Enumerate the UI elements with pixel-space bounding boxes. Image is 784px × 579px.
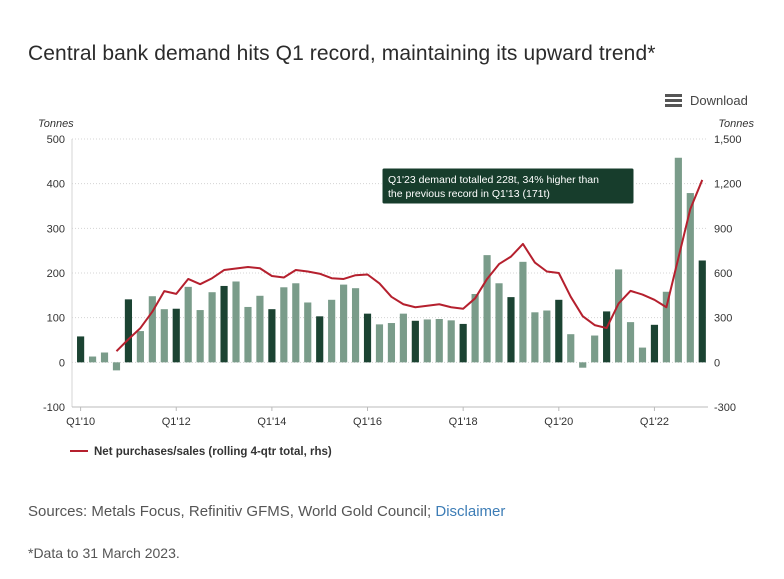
rolling-total-line: [115, 179, 704, 352]
bar: [423, 319, 431, 363]
bar: [292, 283, 300, 363]
bar: [148, 296, 156, 363]
bar: [435, 319, 443, 363]
bar: [256, 295, 264, 363]
menu-icon: [665, 92, 682, 109]
y-tick-left: -100: [43, 402, 65, 414]
bar: [591, 335, 599, 363]
y-tick-left: 100: [47, 313, 65, 325]
bar: [650, 324, 659, 363]
download-button[interactable]: Download: [665, 92, 748, 109]
bar: [567, 334, 575, 363]
y-tick-left: 200: [47, 268, 65, 280]
x-tick-label: Q1'18: [449, 416, 478, 428]
x-tick-label: Q1'16: [353, 416, 382, 428]
y-tick-right: -300: [714, 402, 736, 414]
y-tick-right: 1,200: [714, 179, 742, 191]
y-tick-left: 500: [47, 134, 65, 146]
bar: [172, 308, 180, 363]
bar: [411, 320, 419, 363]
footnote: *Data to 31 March 2023.: [28, 545, 180, 561]
bar: [220, 285, 228, 363]
bar: [136, 331, 144, 363]
chart: Tonnes Tonnes 500 1,500 400 1,200 300 900 200 600…: [38, 118, 754, 458]
bar: [638, 347, 647, 363]
bar: [387, 323, 396, 363]
bar: [543, 310, 551, 363]
bar: [363, 313, 372, 363]
bar: [232, 281, 240, 363]
y-tick-left: 0: [59, 357, 65, 369]
bar: [459, 323, 467, 363]
annotation-line-1: Q1'23 demand totalled 228t, 34% higher t…: [388, 174, 599, 186]
download-label: Download: [690, 93, 748, 108]
bar: [507, 297, 515, 363]
x-tick-label: Q1'10: [66, 416, 95, 428]
bar: [244, 306, 252, 363]
bar: [662, 291, 670, 363]
legend-label: Net purchases/sales (rolling 4-qtr total…: [94, 446, 332, 458]
annotation-callout: Q1'23 demand totalled 228t, 34% higher t…: [381, 167, 635, 205]
bar: [626, 322, 635, 363]
bar: [614, 269, 623, 363]
bar: [555, 299, 563, 363]
bar: [124, 299, 133, 363]
bar: [603, 311, 611, 363]
disclaimer-link[interactable]: Disclaimer: [435, 503, 506, 520]
bar: [100, 352, 109, 363]
page-title: Central bank demand hits Q1 record, main…: [28, 42, 656, 65]
bar: [304, 302, 312, 363]
y-tick-right: 900: [714, 223, 732, 235]
x-tick-label: Q1'20: [544, 416, 573, 428]
bar: [328, 299, 336, 363]
bar: [280, 287, 288, 363]
y-axis-left-title: Tonnes: [38, 118, 74, 130]
bar: [375, 324, 384, 363]
bar: [160, 309, 168, 363]
bar: [495, 283, 503, 363]
bar: [698, 260, 706, 363]
y-tick-left: 300: [47, 223, 65, 235]
y-tick-right: 300: [714, 313, 732, 325]
bar: [471, 293, 479, 363]
y-tick-right: 1,500: [714, 134, 742, 146]
bar: [686, 193, 694, 363]
annotation-line-2: the previous record in Q1'13 (171t): [388, 188, 550, 200]
bar: [399, 313, 407, 363]
y-axis-right-title: Tonnes: [718, 118, 754, 130]
bar: [88, 356, 97, 363]
x-tick-label: Q1'22: [640, 416, 669, 428]
bar: [531, 312, 539, 363]
bar: [483, 255, 491, 363]
bar: [184, 286, 192, 363]
y-tick-left: 400: [47, 179, 65, 191]
bar: [579, 362, 587, 368]
bar: [196, 310, 204, 363]
x-tick-label: Q1'14: [257, 416, 286, 428]
x-tick-label: Q1'12: [162, 416, 191, 428]
bar: [208, 292, 216, 363]
bar: [112, 362, 121, 371]
bar: [519, 261, 527, 363]
y-tick-right: 600: [714, 268, 732, 280]
bar: [351, 288, 360, 363]
bar: [268, 309, 276, 363]
bar: [316, 316, 324, 363]
y-tick-right: 0: [714, 357, 720, 369]
bar: [340, 284, 348, 363]
sources-text: Sources: Metals Focus, Refinitiv GFMS, W…: [28, 503, 432, 520]
sources: Sources: Metals Focus, Refinitiv GFMS, W…: [28, 503, 505, 520]
annotation-box: [381, 167, 635, 205]
bar: [77, 336, 85, 363]
bar: [447, 320, 455, 363]
